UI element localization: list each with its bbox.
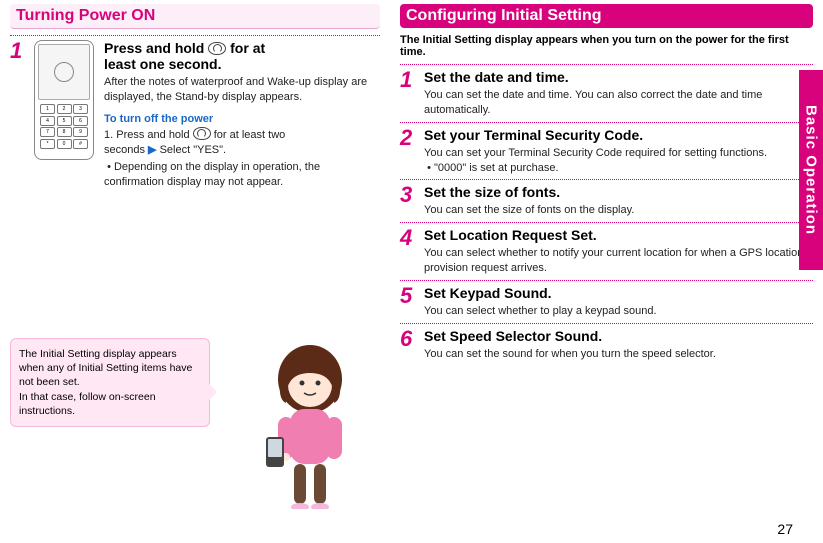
step-number: 5 <box>400 285 414 319</box>
left-step-content: Press and hold for at least one second. … <box>104 40 380 190</box>
dotted-divider <box>400 280 813 281</box>
right-step-1: 1 Set the date and time. You can set the… <box>400 69 813 118</box>
character-illustration <box>230 329 370 509</box>
step-title: Set the size of fonts. <box>424 184 813 200</box>
step-number: 1 <box>10 40 24 190</box>
left-column: Turning Power ON 1 123 456 789 *0# Press… <box>0 0 390 543</box>
sub-heading: To turn off the power <box>104 113 380 125</box>
step-body: You can set the date and time. You can a… <box>424 88 813 118</box>
line1a: 1. Press and hold <box>104 129 193 141</box>
step-body: You can select whether to notify your cu… <box>424 246 813 276</box>
power-button-icon <box>193 127 211 140</box>
step-number: 4 <box>400 227 414 276</box>
step-body: You can set your Terminal Security Code … <box>424 146 813 176</box>
step-title: Set your Terminal Security Code. <box>424 127 813 143</box>
speech-bubble: The Initial Setting display appears when… <box>10 338 210 427</box>
dotted-divider <box>400 179 813 180</box>
side-tab: Basic Operation <box>799 0 823 543</box>
right-step-4: 4 Set Location Request Set. You can sele… <box>400 227 813 276</box>
title-part-a: Press and hold <box>104 40 208 56</box>
page: Turning Power ON 1 123 456 789 *0# Press… <box>0 0 823 543</box>
line1d: Select "YES". <box>160 144 227 156</box>
dpad-icon <box>54 62 74 82</box>
step-title: Press and hold for at least one second. <box>104 40 380 72</box>
dotted-divider <box>400 122 813 123</box>
step-title: Set Location Request Set. <box>424 227 813 243</box>
step-number: 6 <box>400 328 414 362</box>
line1c: seconds <box>104 144 145 156</box>
step-body: After the notes of waterproof and Wake-u… <box>104 75 380 105</box>
right-step-6: 6 Set Speed Selector Sound. You can set … <box>400 328 813 362</box>
dotted-divider <box>400 323 813 324</box>
dotted-divider <box>400 222 813 223</box>
title-part-b: for at <box>230 40 265 56</box>
side-tab-bg: Basic Operation <box>799 70 823 270</box>
dotted-divider <box>10 35 380 36</box>
line1b: for at least two <box>214 129 286 141</box>
step-title: Set Keypad Sound. <box>424 285 813 301</box>
right-step-3: 3 Set the size of fonts. You can set the… <box>400 184 813 218</box>
right-step-5: 5 Set Keypad Sound. You can select wheth… <box>400 285 813 319</box>
turn-off-instructions: 1. Press and hold for at least two secon… <box>104 128 380 158</box>
step-body: You can set the sound for when you turn … <box>424 347 813 362</box>
step-title: Set the date and time. <box>424 69 813 85</box>
phone-keypad: 123 456 789 *0# <box>38 102 90 151</box>
side-tab-label: Basic Operation <box>803 105 820 235</box>
step-body: You can select whether to play a keypad … <box>424 304 813 319</box>
step-title: Set Speed Selector Sound. <box>424 328 813 344</box>
right-step-2: 2 Set your Terminal Security Code. You c… <box>400 127 813 176</box>
step-body: You can set the size of fonts on the dis… <box>424 203 813 218</box>
right-section-header: Configuring Initial Setting <box>400 4 813 28</box>
arrow-icon: ▶ <box>148 144 156 156</box>
right-column: Configuring Initial Setting The Initial … <box>390 0 823 543</box>
page-number: 27 <box>777 521 793 537</box>
dotted-divider <box>400 64 813 65</box>
title-part-c: least one second. <box>104 56 221 72</box>
turn-off-note: • Depending on the display in operation,… <box>104 160 380 190</box>
phone-illustration: 123 456 789 *0# <box>34 40 94 160</box>
left-section-header: Turning Power ON <box>10 4 380 29</box>
step-number: 1 <box>400 69 414 118</box>
intro-text: The Initial Setting display appears when… <box>400 34 813 58</box>
step-number: 2 <box>400 127 414 176</box>
phone-screen <box>38 44 90 100</box>
step-number: 3 <box>400 184 414 218</box>
power-button-icon <box>208 42 226 55</box>
left-step-1: 1 123 456 789 *0# Press and hold for at <box>10 40 380 190</box>
